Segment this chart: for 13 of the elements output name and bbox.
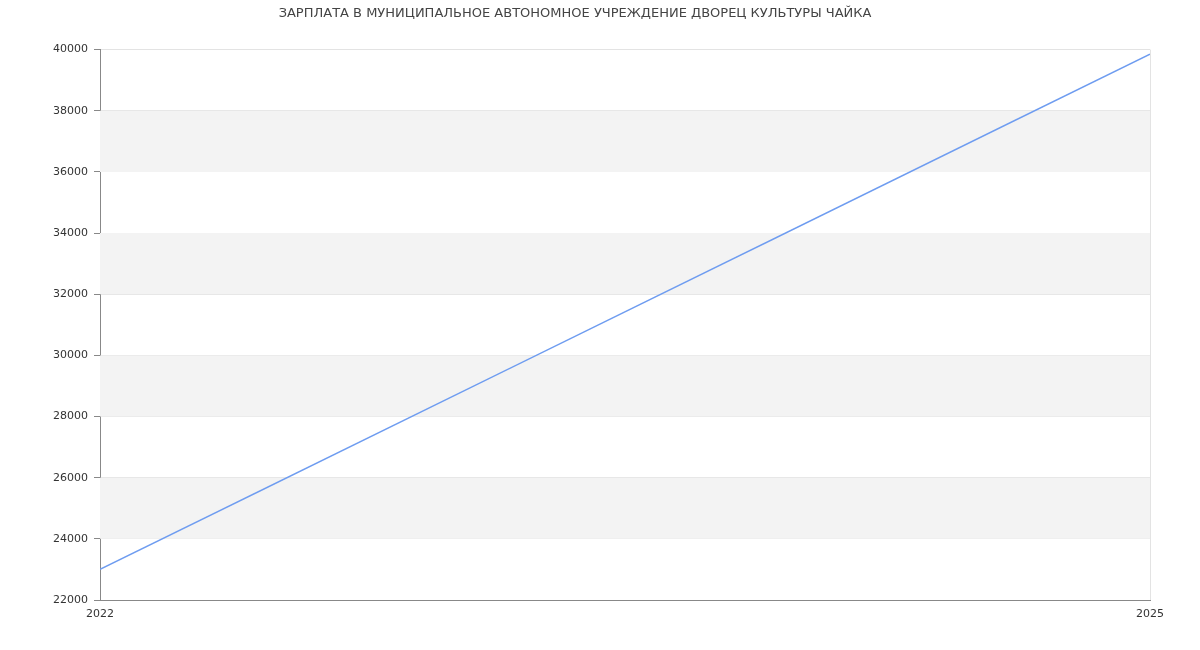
y-tick-label: 36000 — [53, 164, 88, 178]
y-tick-label: 22000 — [53, 592, 88, 606]
y-tick-label: 24000 — [53, 531, 88, 545]
y-tick-label: 38000 — [53, 103, 88, 117]
y-tick-label: 30000 — [53, 348, 88, 362]
x-tick-label: 2022 — [86, 607, 114, 621]
y-tick-label: 26000 — [53, 470, 88, 484]
y-tick-label: 32000 — [53, 287, 88, 301]
x-tick-label: 2025 — [1136, 607, 1164, 621]
chart-title: ЗАРПЛАТА В МУНИЦИПАЛЬНОЕ АВТОНОМНОЕ УЧРЕЖДЕНИЕ ДВОРЕЦ КУЛЬТУРЫ ЧАЙКА — [278, 5, 872, 21]
y-tick-label: 34000 — [53, 225, 88, 239]
y-tick-label: 28000 — [53, 409, 88, 423]
y-tick-label: 40000 — [53, 42, 88, 56]
